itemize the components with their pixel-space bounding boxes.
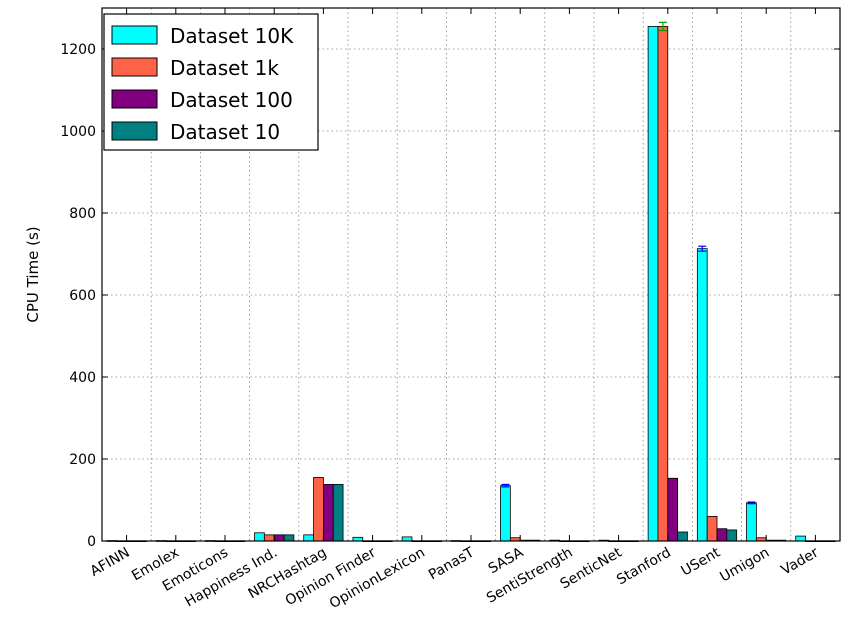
bar-dataset-10k-sasa [500, 485, 511, 542]
bar-dataset-100-happiness-ind- [273, 534, 285, 542]
x-tick-label-vader: Vader [778, 544, 821, 578]
x-tick-label-umigon: Umigon [717, 545, 772, 586]
legend-swatch [111, 121, 158, 141]
bar-dataset-100-nrchashtag [322, 484, 334, 542]
y-tick-label: 1200 [60, 42, 96, 58]
legend-entry-dataset-10k: Dataset 10K [111, 24, 294, 48]
y-axis-ticks: 0 200 400 600 800 1000 1200 [60, 42, 840, 550]
x-tick-label-panast: PanasT [426, 544, 477, 583]
legend-entry-dataset-100: Dataset 100 [111, 88, 293, 112]
bar-dataset-100-stanford [667, 477, 679, 542]
y-tick-label: 600 [69, 288, 96, 304]
y-tick-label: 800 [69, 206, 96, 222]
grid-lines [102, 8, 840, 541]
bar-dataset-10k-nrchashtag [303, 534, 314, 542]
bar-dataset-1k-happiness-ind- [263, 534, 275, 542]
legend-label: Dataset 10 [170, 120, 280, 144]
legend-label: Dataset 100 [170, 88, 293, 112]
bar-dataset-10k-vader [795, 535, 806, 542]
bar-dataset-1k-nrchashtag [313, 477, 324, 542]
legend-swatch [111, 25, 158, 45]
bar-dataset-10-nrchashtag [332, 484, 344, 542]
legend-label: Dataset 10K [170, 24, 294, 48]
bar-dataset-10k-opinionlexicon [401, 536, 413, 542]
bar-dataset-100-usent [716, 528, 728, 542]
y-tick-label: 200 [69, 452, 96, 468]
bar-dataset-10k-stanford [647, 26, 659, 542]
x-tick-label-usent: USent [679, 544, 724, 579]
bar-dataset-10k-usent [696, 248, 708, 542]
legend-swatch [111, 57, 158, 77]
bar-dataset-10k-happiness-ind- [254, 532, 265, 542]
bar-dataset-10-usent [726, 529, 738, 542]
error-bar-stanford [658, 21, 667, 32]
legend-entry-dataset-1k: Dataset 1k [111, 56, 279, 80]
y-tick-label: 400 [69, 370, 96, 386]
error-bar-umigon [747, 501, 756, 505]
legend: Dataset 10K Dataset 1k Dataset 100 Dataset … [103, 13, 319, 151]
error-bar-usent [698, 245, 707, 252]
error-bars [501, 21, 756, 505]
bar-dataset-10k-umigon [746, 502, 757, 542]
x-tick-label-stanford: Stanford [614, 545, 674, 589]
legend-entry-dataset-10: Dataset 10 [111, 120, 280, 144]
bar-dataset-1k-usent [706, 516, 718, 542]
y-axis-title: CPU Time (s) [24, 226, 42, 322]
y-tick-label: 0 [87, 534, 96, 550]
bar-dataset-10-stanford [677, 531, 688, 542]
y-tick-label: 1000 [60, 124, 96, 140]
bar-dataset-1k-stanford [657, 26, 669, 542]
legend-label: Dataset 1k [170, 56, 279, 80]
bar-dataset-10-happiness-ind- [283, 534, 295, 542]
error-bar-sasa [501, 483, 510, 488]
legend-swatch [111, 89, 158, 109]
